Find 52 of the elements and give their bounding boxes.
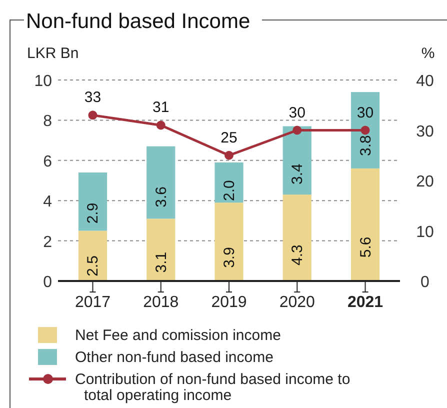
data-label: 3.6 <box>152 186 170 208</box>
data-label: 2.9 <box>84 202 102 224</box>
legend-label: Net Fee and comission income <box>75 327 281 344</box>
bar <box>350 168 380 281</box>
y2-tick-label: 20 <box>416 174 434 190</box>
data-label: 3.4 <box>289 164 306 184</box>
point <box>292 126 302 135</box>
data-label: 3.8 <box>357 135 374 156</box>
data-label: 30 <box>356 104 374 122</box>
x-tick-label: 2021 <box>347 294 384 311</box>
y2-tick-label: 0 <box>420 274 430 291</box>
y2-tick-label: 30 <box>416 123 434 140</box>
y-tick-label: 8 <box>43 113 52 130</box>
y-axis-title: LKR Bn <box>27 45 79 62</box>
legend-label: Other non-fund based income <box>75 349 274 366</box>
x-tick-label: 2017 <box>74 294 111 311</box>
point <box>156 120 166 130</box>
data-label: 33 <box>84 89 102 106</box>
y-tick-label: 2 <box>43 234 52 251</box>
bar <box>146 218 176 281</box>
point <box>360 126 370 135</box>
point <box>88 110 98 120</box>
x-tick-label: 2019 <box>211 294 247 311</box>
bar <box>78 230 108 281</box>
data-label: 2.5 <box>84 255 102 276</box>
bar <box>146 146 176 219</box>
y-tick-label: 4 <box>43 194 52 211</box>
data-label: 30 <box>288 104 306 122</box>
x-tick-label: 2020 <box>279 294 316 311</box>
data-label: 5.6 <box>357 236 374 258</box>
x-tick-label: 2018 <box>143 294 179 311</box>
bar <box>214 202 244 281</box>
y2-axis-title: % <box>421 45 435 62</box>
point <box>224 150 234 160</box>
y2-tick-label: 10 <box>416 224 434 241</box>
bar <box>78 172 108 231</box>
chart-title: Non-fund based Income <box>26 10 250 33</box>
data-label: 31 <box>152 99 170 116</box>
data-label: 2.0 <box>221 180 238 201</box>
y-tick-label: 10 <box>34 73 52 90</box>
data-label: 25 <box>220 129 238 146</box>
data-label: 3.1 <box>152 252 170 273</box>
data-label: 3.9 <box>221 247 238 268</box>
y-tick-label: 0 <box>43 274 52 291</box>
data-label: 4.3 <box>289 244 306 266</box>
legend-label: Contribution of non-fund based income to total operating income <box>75 371 350 404</box>
bar <box>282 126 312 195</box>
bar <box>350 92 380 168</box>
y-tick-label: 6 <box>43 153 52 170</box>
y2-tick-label: 40 <box>416 73 434 90</box>
bar <box>214 162 244 203</box>
bar <box>282 194 312 281</box>
